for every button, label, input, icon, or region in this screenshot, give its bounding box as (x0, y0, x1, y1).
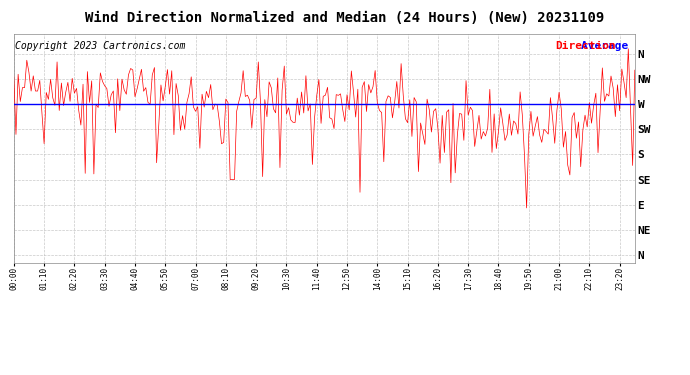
Text: Direction: Direction (555, 40, 616, 51)
Text: Wind Direction Normalized and Median (24 Hours) (New) 20231109: Wind Direction Normalized and Median (24… (86, 11, 604, 25)
Text: Copyright 2023 Cartronics.com: Copyright 2023 Cartronics.com (15, 40, 186, 51)
Text: Average: Average (581, 40, 635, 51)
